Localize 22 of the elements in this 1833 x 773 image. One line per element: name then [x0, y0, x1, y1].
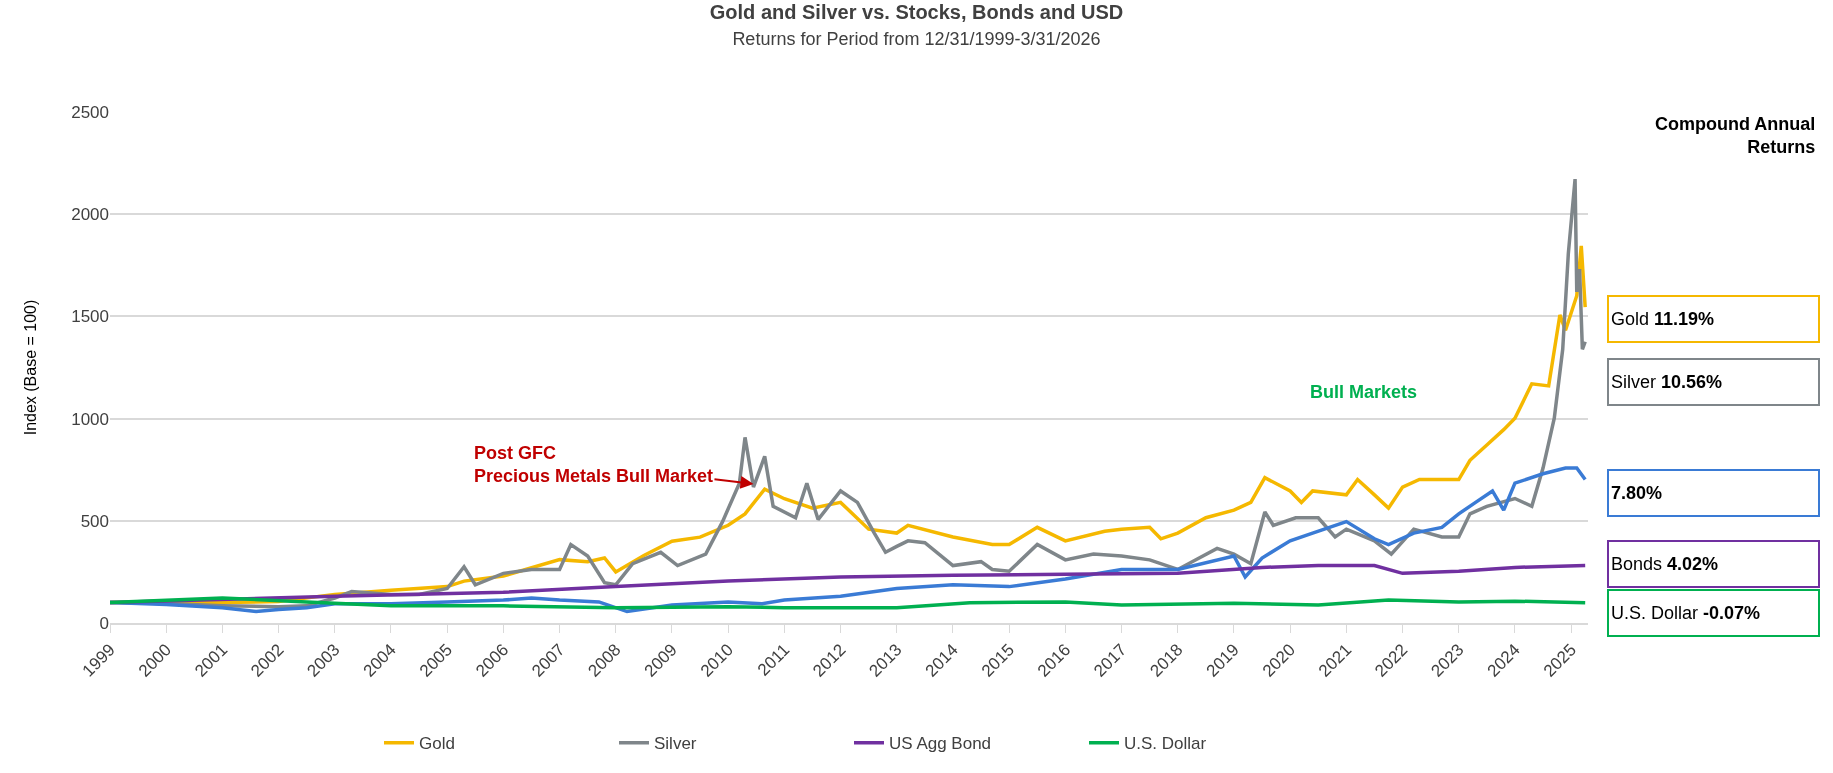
legend-label: US Agg Bond — [889, 734, 992, 754]
text: Compound Annual Returns — [1655, 114, 1816, 158]
text: Gold 11.19% — [1611, 309, 1715, 329]
text: U.S. Dollar -0.07% — [1611, 603, 1761, 623]
chart-title: Gold and Silver vs. Stocks, Bonds and USD — [709, 1, 1124, 24]
text: Silver 10.56% — [1611, 372, 1723, 392]
line-series — [110, 596, 1587, 610]
annotation: Bull Markets — [1310, 382, 1418, 402]
y-tick-label: 500 — [80, 511, 109, 531]
text: Bonds 4.02% — [1611, 554, 1719, 574]
y-tick-label: 0 — [99, 613, 109, 633]
annotation: Post GFC Precious Metals Bull Market — [474, 443, 714, 487]
y-tick-label: 1500 — [71, 307, 109, 327]
legend-label: Gold — [419, 734, 455, 754]
y-axis-title: Index (Base = 100) — [22, 299, 40, 436]
y-tick-label: 1000 — [71, 409, 109, 429]
y-tick-label: 2500 — [71, 102, 109, 122]
text: 7.80% — [1611, 483, 1663, 503]
chart-subtitle: Returns for Period from 12/31/1999-3/31/2026 — [732, 29, 1101, 50]
legend-label: U.S. Dollar — [1124, 734, 1207, 754]
y-tick-label: 2000 — [71, 205, 109, 225]
legend-label: Silver — [654, 734, 697, 754]
